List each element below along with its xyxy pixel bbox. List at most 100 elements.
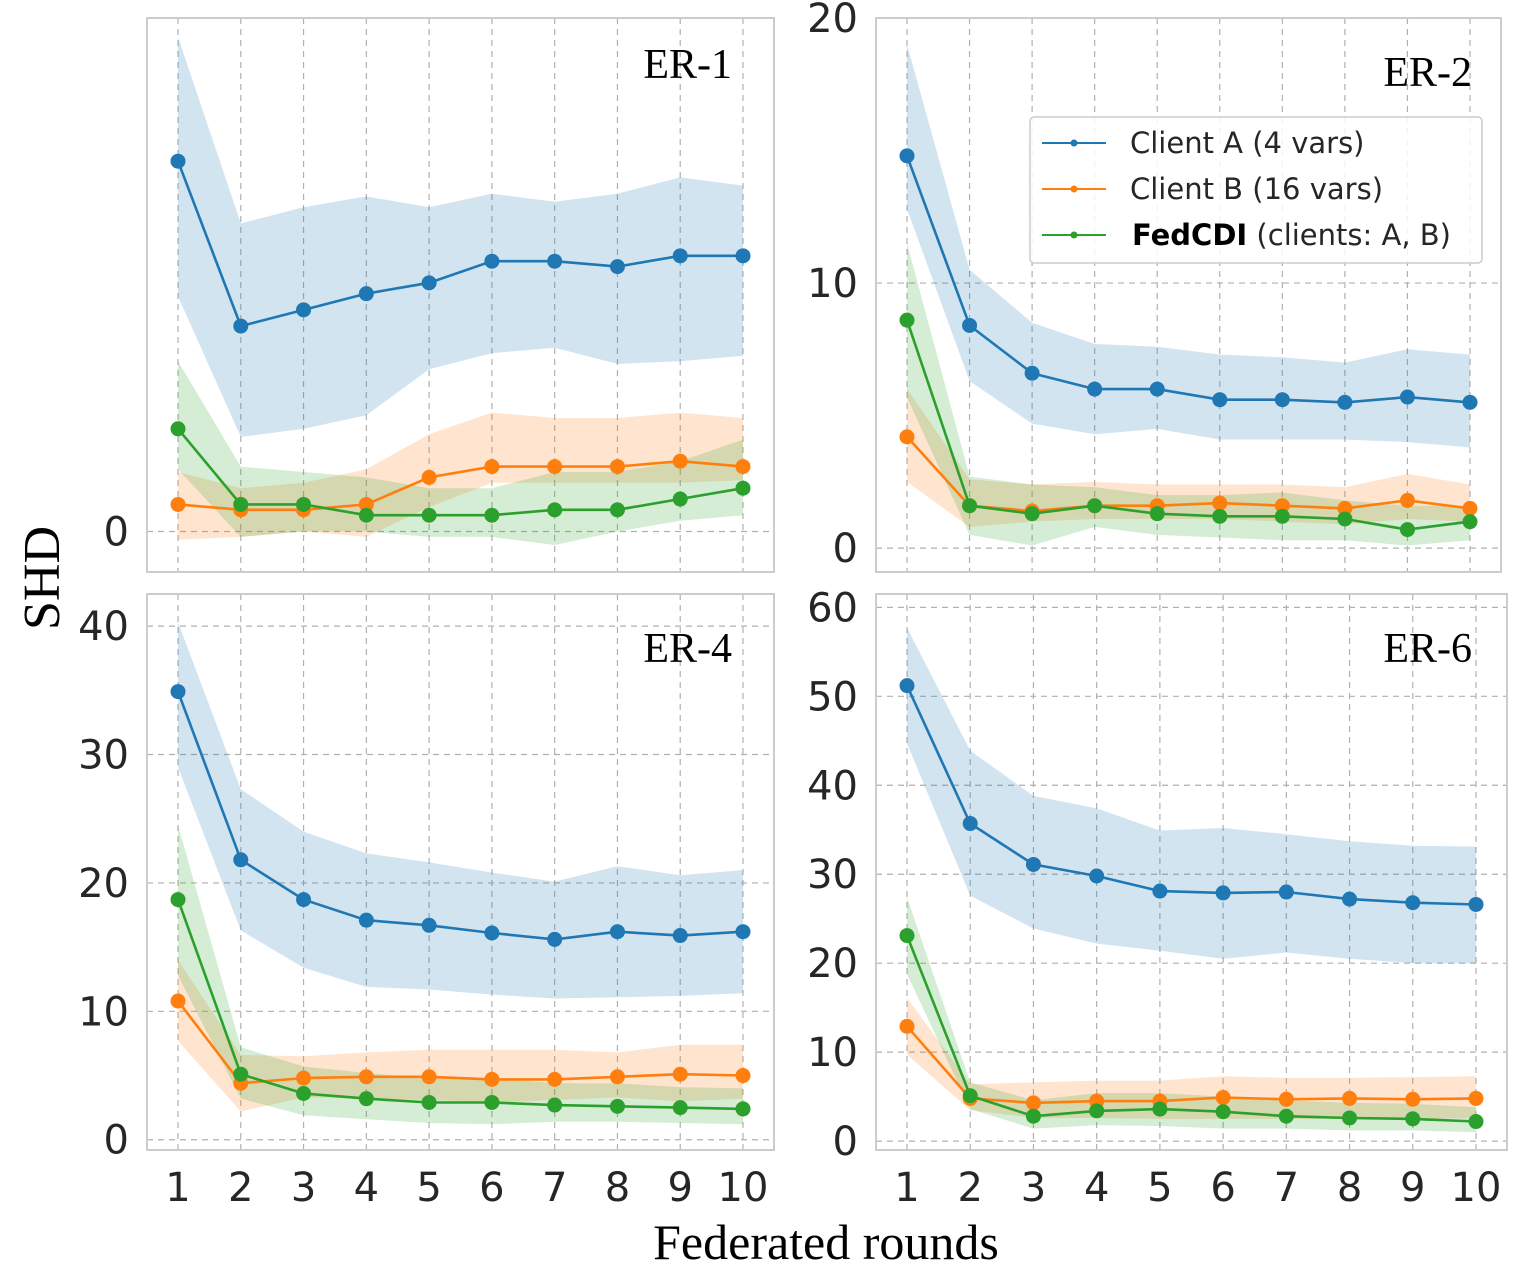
y-tick-er-1-0: 0 xyxy=(104,509,129,555)
y-tick-er-2-20: 20 xyxy=(807,0,858,42)
panel-title-er-6: ER-6 xyxy=(1383,626,1472,672)
point-a-er-1-9 xyxy=(672,248,688,264)
svg-text:Client A (4 vars): Client A (4 vars) xyxy=(1130,126,1365,160)
point-a-er-4-7 xyxy=(547,931,563,947)
x-tick-er-4-9: 9 xyxy=(667,1165,692,1211)
point-a-er-4-8 xyxy=(609,924,625,940)
point-a-er-1-4 xyxy=(358,286,374,302)
point-f-er-2-3 xyxy=(1024,506,1040,522)
point-b-er-1-1 xyxy=(170,496,186,512)
point-b-er-4-8 xyxy=(609,1069,625,1085)
legend-label-client-a: Client A xyxy=(1130,126,1243,160)
line-b-er-6 xyxy=(906,1025,1477,1105)
x-tick-er-4-3: 3 xyxy=(291,1165,316,1211)
point-f-er-4-9 xyxy=(672,1100,688,1116)
legend-item-client-a: Client A (4 vars) xyxy=(1042,126,1365,160)
line-f-er-6 xyxy=(905,935,1477,1123)
point-f-er-6-9 xyxy=(1405,1111,1421,1127)
point-b-er-4-7 xyxy=(547,1071,563,1087)
line-b-er-1 xyxy=(177,459,744,512)
axes-frame-er-6 xyxy=(875,593,1508,1151)
point-b-er-1-9 xyxy=(672,453,688,469)
point-a-er-1-3 xyxy=(296,302,312,318)
point-a-er-6-10 xyxy=(1468,896,1484,912)
point-a-er-2-5 xyxy=(1149,381,1165,397)
point-f-er-6-2 xyxy=(962,1088,978,1104)
point-f-er-2-5 xyxy=(1149,506,1165,522)
point-b-er-2-9 xyxy=(1399,492,1415,508)
point-a-er-1-2 xyxy=(233,318,249,334)
band-b-er-4 xyxy=(178,960,743,1112)
point-b-er-4-4 xyxy=(358,1069,374,1085)
point-b-er-2-1 xyxy=(899,429,915,445)
svg-text:FedCDI (clients: A, B): FedCDI (clients: A, B) xyxy=(1132,218,1451,252)
point-a-er-2-6 xyxy=(1212,392,1228,408)
point-a-er-4-4 xyxy=(358,912,374,928)
point-a-er-2-4 xyxy=(1087,381,1103,397)
point-f-er-4-3 xyxy=(296,1086,312,1102)
x-tick-er-6-6: 6 xyxy=(1210,1165,1235,1211)
point-f-er-1-9 xyxy=(672,491,688,507)
point-b-er-6-8 xyxy=(1342,1090,1358,1106)
point-a-er-1-8 xyxy=(609,259,625,275)
point-a-er-6-8 xyxy=(1342,891,1358,907)
point-b-er-1-6 xyxy=(484,459,500,475)
point-b-er-4-5 xyxy=(421,1069,437,1085)
point-a-er-2-9 xyxy=(1399,389,1415,405)
line-b-er-4 xyxy=(176,1000,744,1085)
point-a-er-2-8 xyxy=(1337,394,1353,410)
point-b-er-2-8 xyxy=(1337,500,1353,516)
y-axis-label: SHD xyxy=(14,526,71,630)
x-tick-er-6-1: 1 xyxy=(894,1165,919,1211)
svg-text:Client B (16 vars): Client B (16 vars) xyxy=(1130,172,1383,206)
point-a-er-6-4 xyxy=(1089,868,1105,884)
point-f-er-2-1 xyxy=(899,312,915,328)
axes-frame-er-1 xyxy=(146,17,775,573)
band-a-er-2 xyxy=(907,44,1470,448)
legend-marker-fedcdi xyxy=(1070,231,1078,239)
point-f-er-1-6 xyxy=(484,507,500,523)
y-tick-er-6-30: 30 xyxy=(807,852,858,898)
point-f-er-6-1 xyxy=(899,928,915,944)
y-tick-er-6-20: 20 xyxy=(807,941,858,987)
point-a-er-4-10 xyxy=(735,924,751,940)
point-a-er-4-3 xyxy=(296,892,312,908)
y-tick-er-4-30: 30 xyxy=(78,733,129,779)
panel-title-er-2: ER-2 xyxy=(1383,50,1472,96)
legend-marker-client-b xyxy=(1070,185,1078,193)
legend-label-client-b: Client B xyxy=(1130,172,1243,206)
point-f-er-4-4 xyxy=(358,1091,374,1107)
x-tick-er-6-3: 3 xyxy=(1021,1165,1046,1211)
y-tick-er-2-0: 0 xyxy=(833,526,858,572)
legend-item-fedcdi: FedCDI (clients: A, B) xyxy=(1042,218,1451,252)
point-f-er-6-4 xyxy=(1089,1103,1105,1119)
legend-item-client-b: Client B (16 vars) xyxy=(1042,172,1383,206)
legend-marker-client-a xyxy=(1070,139,1078,147)
point-a-er-6-5 xyxy=(1152,883,1168,899)
legend-suffix-client-b: (16 vars) xyxy=(1243,172,1383,206)
point-a-er-1-6 xyxy=(484,253,500,269)
point-b-er-2-10 xyxy=(1462,500,1478,516)
point-f-er-1-3 xyxy=(296,496,312,512)
point-b-er-4-1 xyxy=(170,993,186,1009)
panel-er-1: 0 ER-1 xyxy=(104,17,775,573)
point-f-er-2-4 xyxy=(1087,498,1103,514)
band-b-er-2 xyxy=(907,389,1470,527)
point-a-er-1-1 xyxy=(170,153,186,169)
legend-suffix-fedcdi: (clients: A, B) xyxy=(1247,218,1451,252)
point-f-er-6-6 xyxy=(1215,1104,1231,1120)
point-b-er-2-6 xyxy=(1212,495,1228,511)
x-tick-er-4-6: 6 xyxy=(479,1165,504,1211)
point-b-er-6-1 xyxy=(899,1018,915,1034)
point-f-er-4-10 xyxy=(735,1101,751,1117)
x-axis-label: Federated rounds xyxy=(653,1214,999,1270)
band-b-er-6 xyxy=(907,997,1476,1119)
point-a-er-6-9 xyxy=(1405,895,1421,911)
point-b-er-1-10 xyxy=(735,459,751,475)
point-b-er-6-6 xyxy=(1215,1090,1231,1106)
point-f-er-1-10 xyxy=(735,480,751,496)
point-a-er-6-2 xyxy=(962,816,978,832)
x-tick-er-6-2: 2 xyxy=(957,1165,982,1211)
point-f-er-6-10 xyxy=(1468,1114,1484,1130)
point-f-er-4-8 xyxy=(609,1098,625,1114)
